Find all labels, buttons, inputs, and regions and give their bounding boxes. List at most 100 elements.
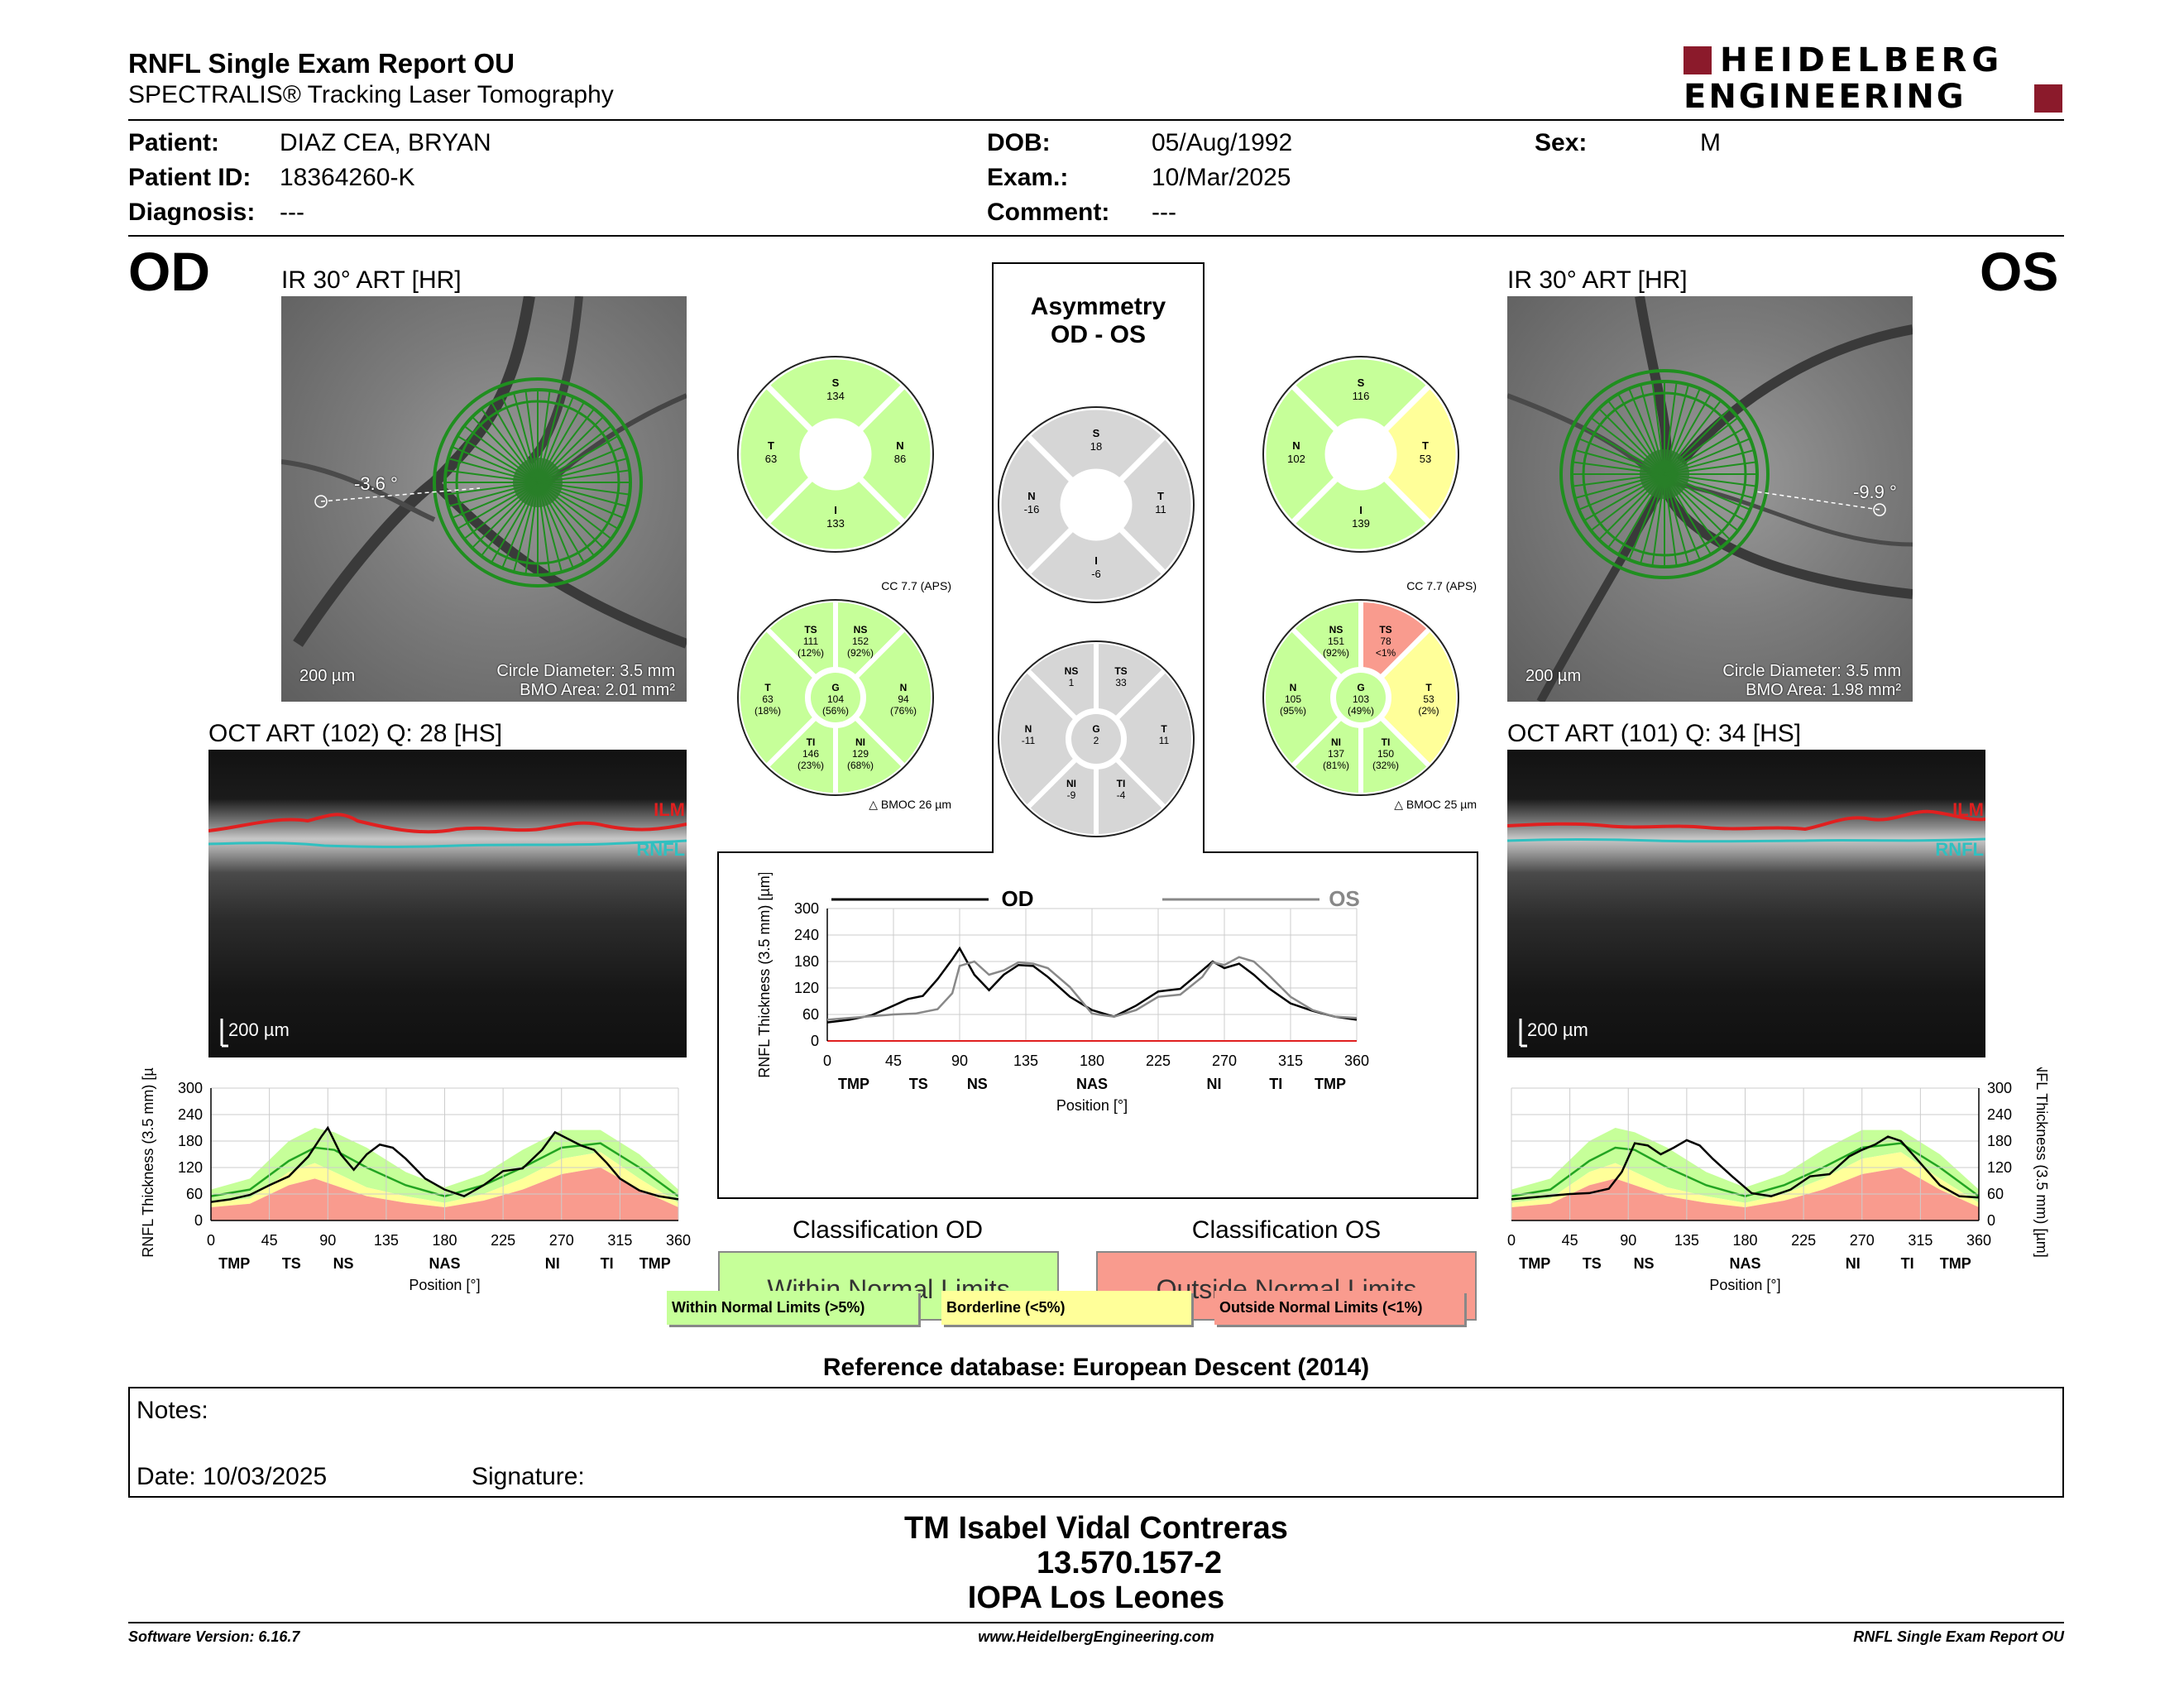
quadrant-bottom-value: 139 (1352, 517, 1370, 530)
sector-ts-text-1: 111 (803, 635, 819, 647)
dob-label: DOB: (987, 129, 1051, 156)
sector-ni-text-0: NI (1066, 778, 1076, 789)
footer-report-name: RNFL Single Exam Report OU (1853, 1628, 2064, 1645)
notes-label: Notes: (136, 1397, 208, 1424)
sector-outline (737, 599, 934, 796)
sector-g-text-1: 104 (827, 693, 844, 705)
sector-global (1071, 714, 1121, 764)
od-oct-caption: OCT ART (102) Q: 28 [HS] (208, 720, 503, 747)
os-label: OS (1980, 241, 2059, 302)
sector-n-text-1: 94 (898, 693, 909, 705)
y-axis-label: RNFL Thickness (3.5 mm) [µm] (140, 1067, 156, 1258)
x-tick-label: 180 (432, 1232, 457, 1249)
region-label: NAS (1076, 1076, 1108, 1092)
quadrant-outline (998, 406, 1195, 603)
quadrant-outline (1262, 356, 1459, 553)
os-bmo-area: BMO Area: 1.98 mm² (1746, 681, 1901, 699)
os-circle-diameter: Circle Diameter: 3.5 mm (1722, 662, 1901, 680)
quadrant-right-label: N (896, 439, 903, 452)
region-label: NAS (429, 1255, 460, 1272)
os-ilm-label: ILM (1952, 799, 1984, 820)
sector-n-text-0: N (900, 682, 908, 693)
os-fundus-overlay (1507, 296, 1913, 702)
sector-ni-text-2: (68%) (847, 760, 874, 771)
sector-ts-text-2: <1% (1376, 647, 1396, 659)
od-oct-bscan: ILM RNFL 200 µm (208, 750, 687, 1057)
y-tick-label: 0 (194, 1212, 203, 1229)
quadrant-right-label: T (1157, 490, 1164, 502)
quadrant-bottom-value: 133 (826, 517, 845, 530)
quadrant-top-label: S (832, 376, 840, 389)
signature-id: 13.570.157-2 (1037, 1546, 1222, 1580)
region-label: TI (1269, 1076, 1282, 1092)
notes-box: Notes: Date: 10/03/2025 Signature: (128, 1387, 2064, 1498)
region-label: TS (1583, 1255, 1602, 1272)
x-tick-label: 225 (1146, 1053, 1171, 1069)
sector-ni-text-1: 137 (1328, 748, 1344, 760)
sector-outline (1262, 599, 1459, 796)
sector-n-text-1: 105 (1285, 693, 1301, 705)
od-oct-scale: 200 µm (228, 1019, 290, 1040)
x-tick-label: 90 (319, 1232, 336, 1249)
sector-n-text-1: -11 (1022, 735, 1036, 746)
quadrant-left-label: T (768, 439, 774, 452)
logo-square-bottom (2034, 84, 2062, 113)
sector-t-text-2: (2%) (1418, 705, 1439, 717)
sector-g-text-0: G (1092, 723, 1099, 735)
region-label: TMP (838, 1076, 869, 1092)
x-axis-label: Position [°] (409, 1277, 480, 1293)
os-bmoc-value: BMOC 25 µm (1406, 798, 1477, 811)
sector-g-text-0: G (831, 682, 839, 693)
sector-ts-text-0: TS (1379, 624, 1391, 635)
sector-n-text-0: N (1025, 723, 1032, 735)
legend-normal: Within Normal Limits (>5%) (667, 1291, 918, 1325)
exam-label: Exam.: (987, 164, 1069, 191)
x-tick-label: 270 (1212, 1053, 1237, 1069)
logo-text-top: HEIDELBERG (1720, 41, 2004, 79)
patient-name: DIAZ CEA, BRYAN (280, 129, 491, 156)
patient-id-label: Patient ID: (128, 164, 251, 191)
x-tick-label: 45 (261, 1232, 278, 1249)
x-tick-label: 45 (885, 1053, 902, 1069)
sector-ni-text-0: NI (855, 736, 865, 748)
quadrant-right-label: T (1422, 439, 1429, 452)
os-rnfl-profile-chart: 0 60 120 180 240 300 0 45 90 135 180 225 270 315 360 TM… (1507, 1067, 2050, 1293)
od-label: OD (128, 241, 210, 302)
legend-borderline: Borderline (<5%) (941, 1291, 1191, 1325)
rnfl-comparison-chart: 0 60 120 180 240 300 0 45 90 135 180 225 270 315 360 TM… (757, 873, 1369, 1114)
sector-ns-text-0: NS (1329, 624, 1343, 635)
y-tick-label: 240 (178, 1106, 203, 1123)
y-tick-label: 240 (1987, 1106, 2012, 1123)
quadrant-right-value: 86 (894, 453, 906, 465)
sector-ns-text-0: NS (1065, 665, 1079, 677)
sector-ni-text-2: (81%) (1323, 760, 1349, 771)
sector-ns-text-2: (92%) (1323, 647, 1349, 659)
sector-global (811, 673, 860, 722)
region-label: NI (545, 1255, 560, 1272)
asymmetry-title: Asymmetry OD - OS (993, 293, 1204, 349)
y-tick-label: 0 (1987, 1212, 1995, 1229)
sex: M (1700, 129, 1721, 156)
y-tick-label: 300 (1987, 1080, 2012, 1096)
comment-label: Comment: (987, 199, 1110, 226)
y-tick-label: 120 (794, 980, 819, 996)
os-bscan-overlay (1507, 809, 1985, 1048)
sector-t-text-1: 11 (1159, 735, 1170, 746)
x-axis-label: Position [°] (1709, 1277, 1780, 1293)
region-label: TMP (1940, 1255, 1971, 1272)
signature-clinic: IOPA Los Leones (967, 1580, 1225, 1615)
x-tick-label: 0 (823, 1053, 831, 1069)
x-tick-label: 0 (207, 1232, 215, 1249)
quadrant-outline (737, 356, 934, 553)
sector-t-text-0: T (1161, 723, 1167, 735)
sector-t-text-0: T (764, 682, 771, 693)
od-fundus-overlay (281, 296, 687, 649)
x-tick-label: 360 (666, 1232, 691, 1249)
quadrant-top-value: 134 (826, 390, 845, 402)
sector-t-text-2: (18%) (754, 705, 781, 717)
y-tick-label: 120 (1987, 1159, 2012, 1176)
comment: --- (1152, 199, 1176, 226)
os-oct-bscan: ILM RNFL 200 µm (1507, 750, 1985, 1057)
center-panel-outline (717, 262, 1478, 1199)
